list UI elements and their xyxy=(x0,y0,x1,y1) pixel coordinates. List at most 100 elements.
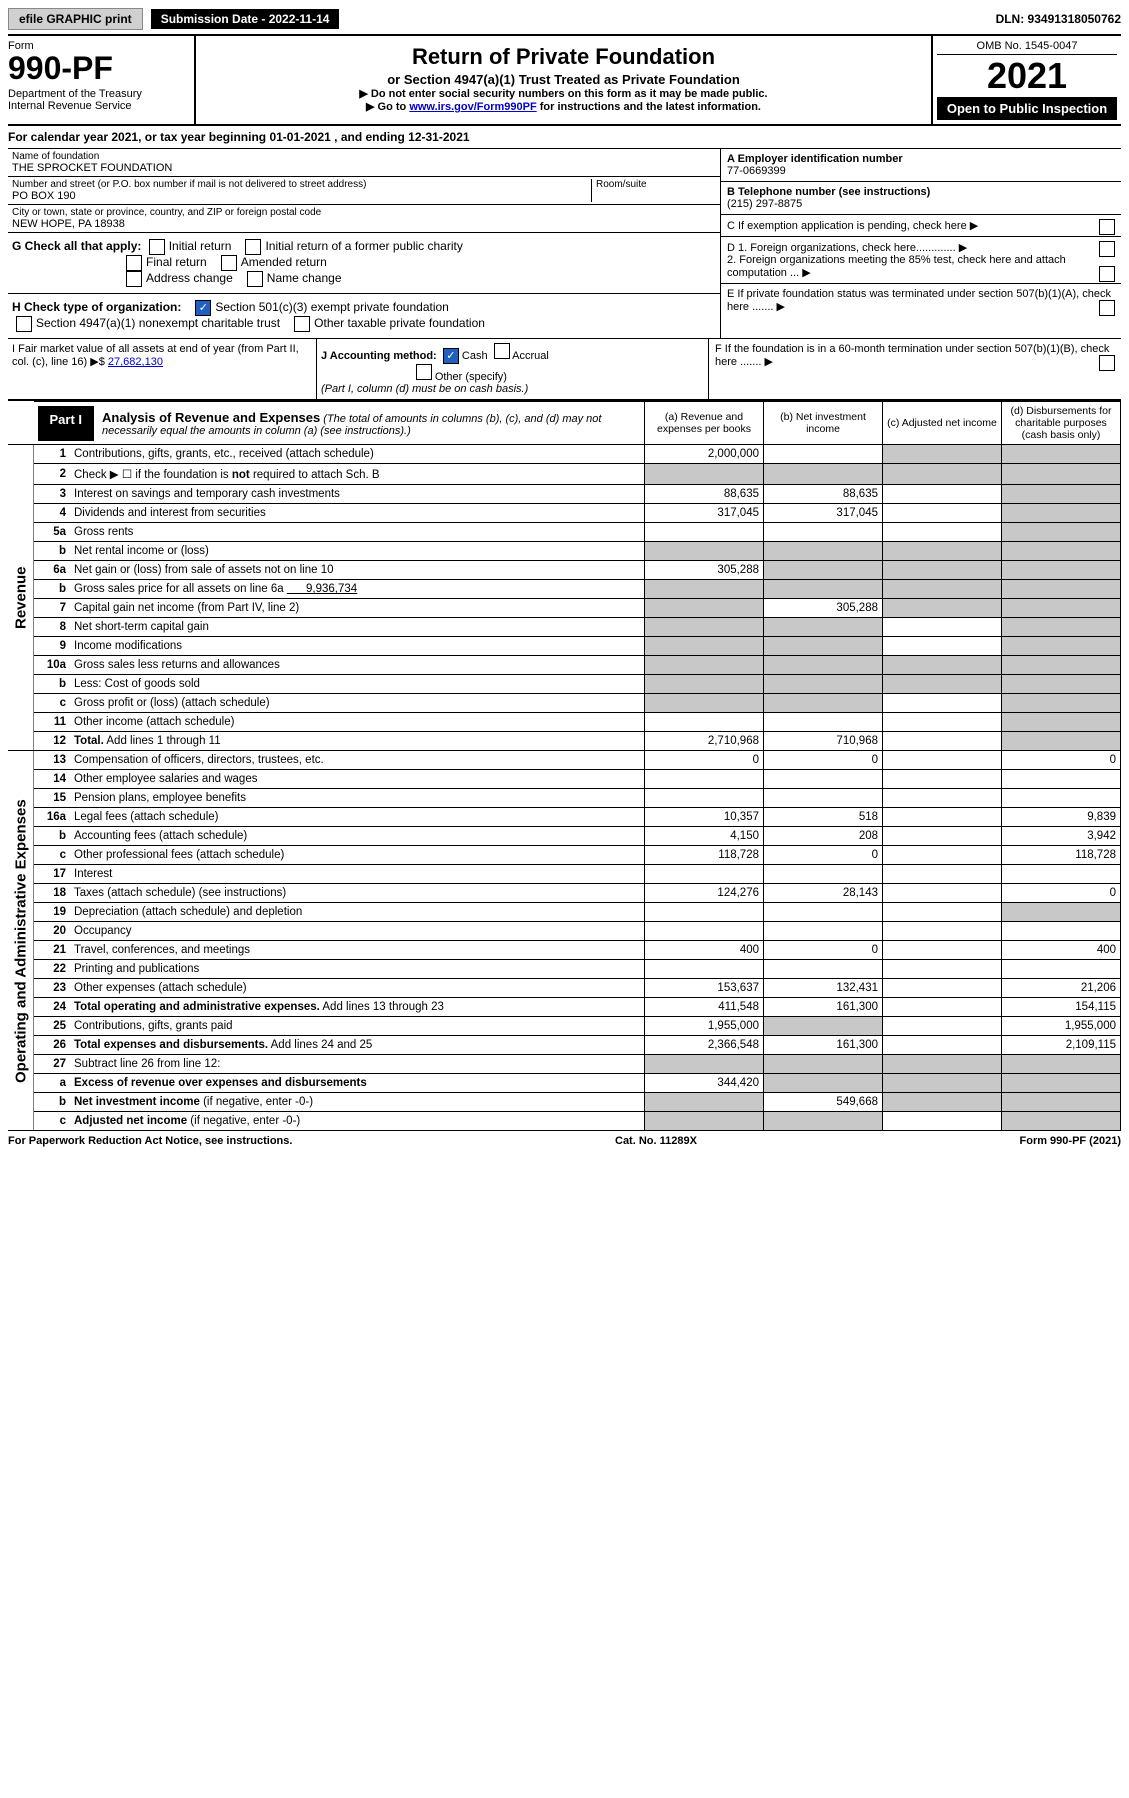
cell-c xyxy=(883,637,1002,656)
cell-a xyxy=(645,542,764,561)
checkbox-c[interactable] xyxy=(1099,219,1115,235)
checkbox-name-change[interactable] xyxy=(247,271,263,287)
omb-number: OMB No. 1545-0047 xyxy=(937,40,1117,55)
part1-label: Part I xyxy=(38,406,95,441)
line-number: 20 xyxy=(34,922,71,941)
foundation-city: NEW HOPE, PA 18938 xyxy=(12,218,716,230)
cell-d xyxy=(1002,922,1121,941)
accounting-method: J Accounting method: ✓ Cash Accrual Othe… xyxy=(316,339,708,399)
cell-b: 518 xyxy=(764,808,883,827)
cell-a: 344,420 xyxy=(645,1074,764,1093)
line-desc: Gross sales price for all assets on line… xyxy=(70,580,645,599)
irs-link[interactable]: www.irs.gov/Form990PF xyxy=(409,101,536,113)
checkbox-final-return[interactable] xyxy=(126,255,142,271)
line-desc: Travel, conferences, and meetings xyxy=(70,941,645,960)
cell-d xyxy=(1002,523,1121,542)
line-desc: Excess of revenue over expenses and disb… xyxy=(70,1074,645,1093)
line-number: b xyxy=(34,675,71,694)
cell-d: 0 xyxy=(1002,884,1121,903)
cell-b xyxy=(764,675,883,694)
checkbox-d2[interactable] xyxy=(1099,266,1115,282)
d-block: D 1. Foreign organizations, check here..… xyxy=(721,237,1121,284)
cell-c xyxy=(883,580,1002,599)
cell-a: 305,288 xyxy=(645,561,764,580)
cell-d xyxy=(1002,694,1121,713)
line-desc: Subtract line 26 from line 12: xyxy=(70,1055,645,1074)
checkbox-amended[interactable] xyxy=(221,255,237,271)
cell-a xyxy=(645,523,764,542)
cell-b xyxy=(764,903,883,922)
checkbox-501c3[interactable]: ✓ xyxy=(195,300,211,316)
col-a-header: (a) Revenue and expenses per books xyxy=(645,402,764,445)
cell-c xyxy=(883,827,1002,846)
cell-c xyxy=(883,561,1002,580)
checkbox-initial-former[interactable] xyxy=(245,239,261,255)
cell-d xyxy=(1002,445,1121,464)
cell-c xyxy=(883,464,1002,485)
checkbox-4947a1[interactable] xyxy=(16,316,32,332)
line-desc: Net gain or (loss) from sale of assets n… xyxy=(70,561,645,580)
checkbox-cash[interactable]: ✓ xyxy=(443,348,459,364)
cell-a xyxy=(645,580,764,599)
line-desc: Printing and publications xyxy=(70,960,645,979)
cell-d xyxy=(1002,1055,1121,1074)
ein-value: 77-0669399 xyxy=(727,165,786,177)
cell-b: 0 xyxy=(764,941,883,960)
line-number: 13 xyxy=(34,751,71,770)
cell-a xyxy=(645,637,764,656)
cell-a: 153,637 xyxy=(645,979,764,998)
cell-d xyxy=(1002,713,1121,732)
cell-c xyxy=(883,1093,1002,1112)
form-header: Form 990-PF Department of the TreasuryIn… xyxy=(8,34,1121,126)
cell-d xyxy=(1002,542,1121,561)
checkbox-address-change[interactable] xyxy=(126,271,142,287)
efile-button[interactable]: efile GRAPHIC print xyxy=(8,8,143,30)
cell-a xyxy=(645,618,764,637)
checkbox-d1[interactable] xyxy=(1099,241,1115,257)
foundation-name: THE SPROCKET FOUNDATION xyxy=(12,162,716,174)
line-desc: Compensation of officers, directors, tru… xyxy=(70,751,645,770)
line-desc: Adjusted net income (if negative, enter … xyxy=(70,1112,645,1131)
checkbox-other-taxable[interactable] xyxy=(294,316,310,332)
cell-d xyxy=(1002,599,1121,618)
cell-d xyxy=(1002,637,1121,656)
cell-c xyxy=(883,1055,1002,1074)
cell-d xyxy=(1002,580,1121,599)
c-block: C If exemption application is pending, c… xyxy=(721,215,1121,237)
checkbox-other-method[interactable] xyxy=(416,364,432,380)
line-number: 7 xyxy=(34,599,71,618)
checkbox-initial-return[interactable] xyxy=(149,239,165,255)
cell-c xyxy=(883,713,1002,732)
line-desc: Other employee salaries and wages xyxy=(70,770,645,789)
open-inspection: Open to Public Inspection xyxy=(937,97,1117,120)
cell-b: 161,300 xyxy=(764,998,883,1017)
cell-b xyxy=(764,445,883,464)
cell-a xyxy=(645,960,764,979)
line-number: 5a xyxy=(34,523,71,542)
line-desc: Total operating and administrative expen… xyxy=(70,998,645,1017)
cell-a: 411,548 xyxy=(645,998,764,1017)
line-number: 8 xyxy=(34,618,71,637)
cell-d xyxy=(1002,1112,1121,1131)
cell-c xyxy=(883,751,1002,770)
cell-c xyxy=(883,1112,1002,1131)
cell-d xyxy=(1002,656,1121,675)
cell-b xyxy=(764,789,883,808)
checkbox-f[interactable] xyxy=(1099,355,1115,371)
line-number: 1 xyxy=(34,445,71,464)
checkbox-e[interactable] xyxy=(1099,300,1115,316)
cell-b: 317,045 xyxy=(764,504,883,523)
cell-b xyxy=(764,1074,883,1093)
cell-b xyxy=(764,656,883,675)
line-desc: Capital gain net income (from Part IV, l… xyxy=(70,599,645,618)
expenses-side-label: Operating and Administrative Expenses xyxy=(8,751,34,1131)
cell-d xyxy=(1002,618,1121,637)
checkbox-accrual[interactable] xyxy=(494,343,510,359)
cell-a xyxy=(645,903,764,922)
e-block: E If private foundation status was termi… xyxy=(721,284,1121,317)
line-number: b xyxy=(34,1093,71,1112)
line-desc: Interest xyxy=(70,865,645,884)
cell-a xyxy=(645,1055,764,1074)
tax-year: 2021 xyxy=(937,55,1117,97)
line-number: 4 xyxy=(34,504,71,523)
